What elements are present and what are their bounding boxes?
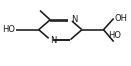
Text: N: N (71, 15, 77, 23)
Text: HO: HO (108, 31, 121, 40)
Text: HO: HO (2, 25, 15, 34)
Text: N: N (51, 36, 57, 45)
Text: OH: OH (115, 14, 128, 23)
